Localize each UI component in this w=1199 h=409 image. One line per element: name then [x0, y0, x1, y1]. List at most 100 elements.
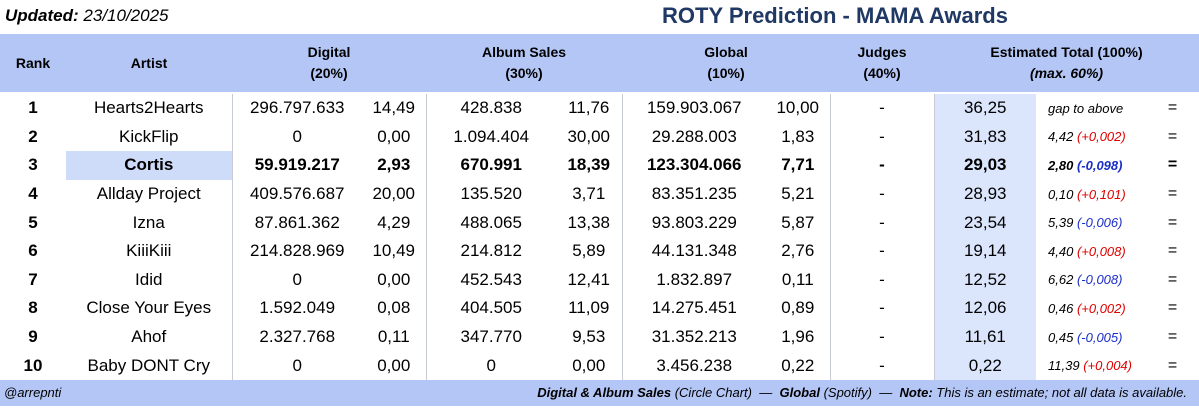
row-global-score: 0,11 [781, 269, 814, 289]
row-trend: = [1167, 270, 1178, 288]
footer-src2-bold: Global [779, 385, 820, 401]
row-gap: 0,46 (+0,002) [1036, 294, 1146, 323]
row-artist: KiiiKiii [126, 241, 172, 261]
row-gap: 4,40 (+0,008) [1036, 237, 1146, 266]
row-total: 12,06 [933, 294, 1036, 323]
row-gap: 5,39 (-0,006) [1036, 208, 1146, 237]
row-album-score: 5,89 [572, 241, 606, 261]
row-album: 404.505 [425, 294, 556, 323]
row-digital: 214.828.969 [231, 236, 362, 266]
row-global: 44.131.348 [621, 236, 766, 266]
row-total: 12,52 [933, 265, 1036, 295]
row-digital-score: 20,00 [372, 184, 416, 204]
row-digital-score: 0,11 [377, 327, 410, 347]
row-rank: 5 [28, 212, 38, 232]
row-rank: 9 [28, 327, 38, 347]
row-global-score: 7,71 [781, 155, 815, 175]
col-digital-label: Digital [307, 44, 351, 60]
col-artist: Artist [66, 34, 232, 94]
row-album: 0 [425, 351, 556, 380]
row-album: 1.094.404 [425, 122, 556, 152]
row-digital-score: 0,00 [377, 355, 411, 375]
row-change: (+0,008) [1076, 243, 1126, 259]
row-artist: Allday Project [96, 184, 201, 204]
row-global: 83.351.235 [621, 179, 766, 209]
row-total: 11,61 [933, 322, 1036, 352]
row-judges: - [829, 294, 934, 323]
row-rank: 8 [28, 298, 38, 318]
row-artist: Hearts2Hearts [93, 98, 204, 118]
table-row: 5 Izna 87.861.362 4,29 488.065 13,38 93.803.22… [0, 208, 1199, 237]
footer-note: This is an estimate; not all data is ava… [936, 385, 1188, 401]
row-artist: Baby DONT Cry [87, 355, 211, 375]
row-gap: 0,10 (+0,101) [1036, 180, 1146, 209]
col-judges-label: Judges [857, 44, 907, 60]
footer-sources: Digital & Album Sales (Circle Chart) — G… [232, 379, 1199, 406]
col-global: Global (10%) [622, 34, 830, 94]
row-change: (-0,008) [1076, 272, 1123, 288]
row-judges: - [829, 151, 934, 180]
row-album: 670.991 [425, 151, 556, 180]
row-gap: 4,42 (+0,002) [1036, 123, 1146, 152]
row-global-score: 10,00 [776, 98, 820, 118]
row-global-score: 5,87 [781, 212, 815, 232]
row-global-score: 2,76 [781, 241, 815, 261]
row-digital: 0 [231, 122, 362, 152]
col-digital-pct: (20%) [310, 65, 348, 81]
row-trend: = [1167, 185, 1178, 203]
row-digital-score: 0,08 [377, 298, 411, 318]
header-row: Rank Artist Digital (20%) Album Sales (3… [0, 34, 1199, 94]
row-album: 488.065 [425, 208, 556, 237]
col-total: Estimated Total (100%) (max. 60%) [934, 34, 1199, 94]
row-global-score: 1,83 [781, 126, 815, 146]
footer-src1-bold: Digital & Album Sales [537, 385, 672, 401]
row-album: 428.838 [425, 93, 556, 123]
row-judges: - [829, 322, 934, 352]
row-gap-value: 0,10 [1048, 186, 1074, 202]
footer-src2: (Spotify) [823, 385, 872, 401]
row-artist: Idid [135, 269, 163, 289]
table-row: 8 Close Your Eyes 1.592.049 0,08 404.505 11,0… [0, 294, 1199, 323]
row-album: 135.520 [425, 179, 556, 209]
col-album: Album Sales (30%) [426, 34, 622, 94]
row-judges: - [829, 351, 934, 380]
row-album: 214.812 [425, 236, 556, 266]
table-row: 3 Cortis 59.919.217 2,93 670.991 18,39 123.304… [0, 151, 1199, 180]
row-gap: 2,80 (-0,098) [1036, 151, 1146, 180]
table-row: 9 Ahof 2.327.768 0,11 347.770 9,53 31.352.213 1… [0, 322, 1199, 352]
footer-dash2: — [879, 385, 893, 401]
updated-label: Updated: [5, 6, 79, 25]
row-total: 0,22 [933, 351, 1036, 380]
row-digital: 59.919.217 [231, 151, 362, 180]
row-digital: 2.327.768 [231, 322, 362, 352]
row-album-score: 3,71 [572, 184, 606, 204]
row-digital: 296.797.633 [231, 93, 362, 123]
row-global-score: 0,22 [781, 355, 815, 375]
footer-handle: @arrepnti [0, 379, 232, 406]
updated-date: 23/10/2025 [83, 6, 169, 25]
row-gap: 0,45 (-0,005) [1036, 323, 1146, 352]
row-artist: Close Your Eyes [86, 298, 212, 318]
row-trend: = [1167, 328, 1178, 346]
row-digital: 0 [231, 265, 362, 295]
row-album-score: 12,41 [567, 269, 611, 289]
row-album-score: 18,39 [567, 155, 611, 175]
row-trend: = [1167, 156, 1178, 174]
row-rank: 2 [28, 126, 38, 146]
row-rank: 7 [28, 269, 38, 289]
col-judges: Judges (40%) [830, 34, 934, 94]
row-change: (-0,098) [1076, 157, 1123, 173]
table-row: 2 KickFlip 0 0,00 1.094.404 30,00 29.288.003 1,… [0, 122, 1199, 152]
col-judges-pct: (40%) [863, 65, 901, 81]
row-global-score: 0,89 [781, 298, 815, 318]
row-total: 28,93 [933, 179, 1036, 209]
row-album-score: 0,00 [572, 355, 606, 375]
row-digital-score: 14,49 [372, 98, 416, 118]
row-trend: = [1167, 299, 1178, 317]
row-global-score: 1,96 [781, 327, 815, 347]
row-rank: 6 [28, 241, 38, 261]
row-album-score: 11,09 [568, 298, 610, 318]
row-change: (-0,005) [1076, 329, 1123, 345]
row-gap-value: 0,46 [1048, 300, 1074, 316]
row-album: 452.543 [425, 265, 556, 295]
